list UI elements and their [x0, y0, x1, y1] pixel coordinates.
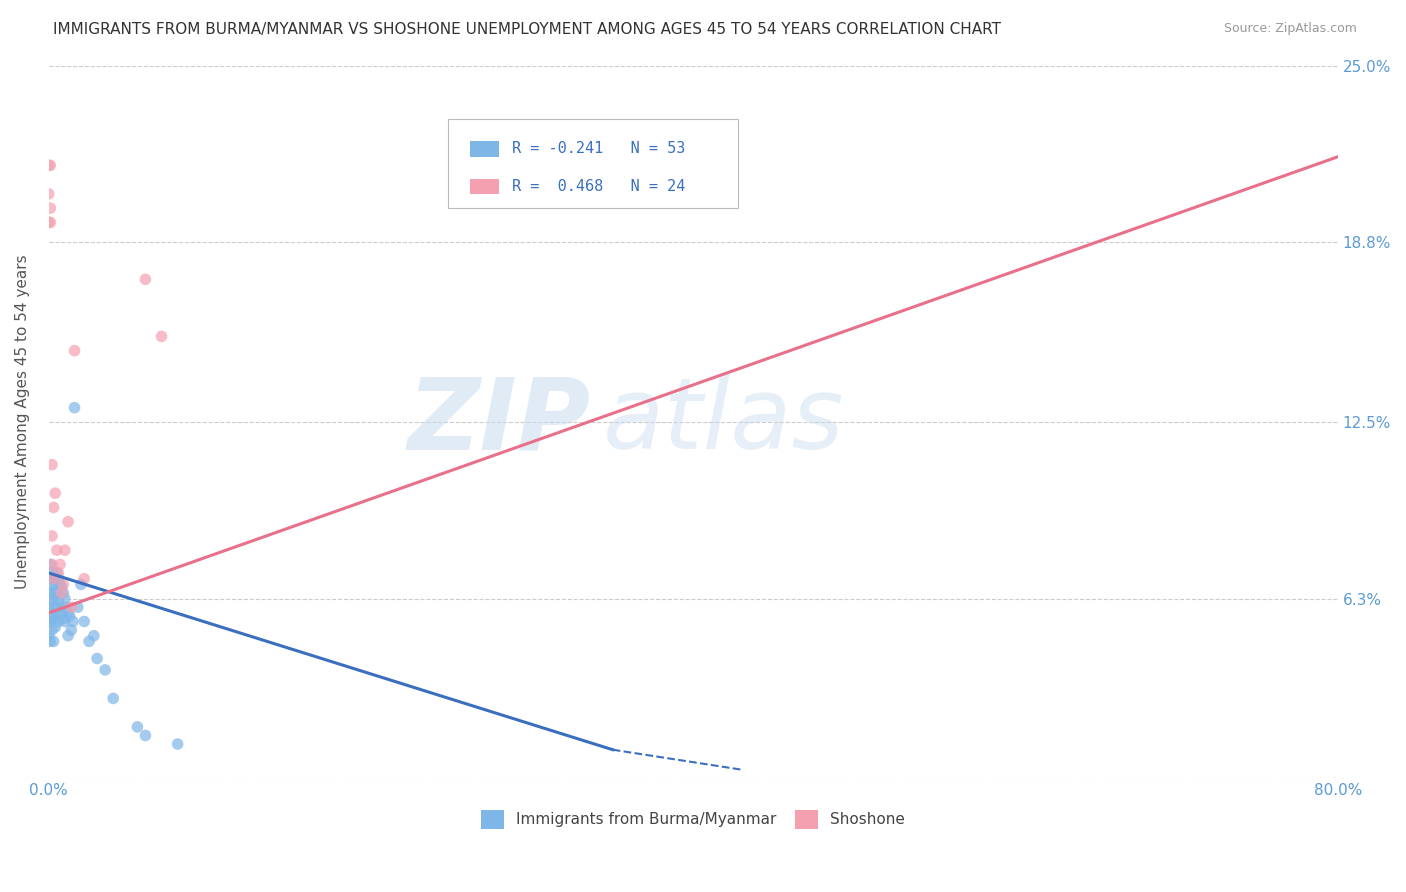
Point	[103, 691, 125, 706]
Point	[77, 634, 100, 648]
Point	[42, 572, 65, 586]
Point	[48, 572, 70, 586]
Point	[41, 623, 63, 637]
Point	[51, 580, 73, 594]
Point	[42, 634, 65, 648]
Point	[63, 343, 86, 358]
Point	[49, 577, 72, 591]
Point	[60, 600, 83, 615]
Point	[48, 566, 70, 580]
Point	[38, 586, 60, 600]
Point	[66, 600, 89, 615]
Point	[38, 615, 60, 629]
Point	[42, 500, 65, 515]
Point	[63, 401, 86, 415]
Point	[41, 458, 63, 472]
Point	[42, 611, 65, 625]
Point	[52, 586, 75, 600]
Point	[55, 600, 77, 615]
Point	[59, 608, 82, 623]
Point	[166, 737, 188, 751]
Text: R = -0.241   N = 53: R = -0.241 N = 53	[512, 141, 685, 156]
Point	[39, 215, 62, 229]
Point	[73, 572, 96, 586]
Point	[38, 158, 60, 172]
Point	[49, 558, 72, 572]
Point	[51, 586, 73, 600]
Point	[94, 663, 117, 677]
Point	[38, 629, 60, 643]
Point	[51, 606, 73, 620]
Point	[45, 543, 67, 558]
Point	[41, 606, 63, 620]
Point	[44, 600, 66, 615]
Point	[53, 591, 76, 606]
Point	[39, 201, 62, 215]
Point	[134, 729, 156, 743]
Point	[39, 634, 62, 648]
Point	[44, 620, 66, 634]
Point	[56, 629, 79, 643]
Point	[53, 543, 76, 558]
Point	[60, 623, 83, 637]
Point	[38, 600, 60, 615]
Y-axis label: Unemployment Among Ages 45 to 54 years: Unemployment Among Ages 45 to 54 years	[15, 254, 30, 590]
Point	[44, 577, 66, 591]
Point	[48, 615, 70, 629]
Point	[42, 572, 65, 586]
Text: atlas: atlas	[603, 374, 845, 470]
Point	[134, 272, 156, 286]
Point	[127, 720, 149, 734]
Point	[48, 594, 70, 608]
Point	[38, 215, 60, 229]
Point	[45, 566, 67, 580]
Point	[39, 158, 62, 172]
Point	[39, 594, 62, 608]
Point	[45, 586, 67, 600]
Point	[73, 615, 96, 629]
FancyBboxPatch shape	[470, 141, 499, 157]
Point	[62, 615, 84, 629]
Point	[39, 615, 62, 629]
Point	[150, 329, 173, 343]
Text: ZIP: ZIP	[408, 374, 591, 470]
Point	[38, 572, 60, 586]
Point	[53, 615, 76, 629]
Point	[86, 651, 108, 665]
Point	[49, 600, 72, 615]
Point	[41, 529, 63, 543]
FancyBboxPatch shape	[449, 119, 738, 208]
Point	[52, 611, 75, 625]
Point	[41, 586, 63, 600]
Point	[44, 486, 66, 500]
Text: Source: ZipAtlas.com: Source: ZipAtlas.com	[1223, 22, 1357, 36]
Point	[45, 608, 67, 623]
Text: IMMIGRANTS FROM BURMA/MYANMAR VS SHOSHONE UNEMPLOYMENT AMONG AGES 45 TO 54 YEARS: IMMIGRANTS FROM BURMA/MYANMAR VS SHOSHON…	[53, 22, 1001, 37]
Point	[41, 558, 63, 572]
Point	[38, 186, 60, 201]
Point	[83, 629, 105, 643]
Point	[52, 577, 75, 591]
Point	[41, 566, 63, 580]
Point	[56, 606, 79, 620]
Legend: Immigrants from Burma/Myanmar, Shoshone: Immigrants from Burma/Myanmar, Shoshone	[475, 804, 911, 835]
Point	[42, 591, 65, 606]
Point	[39, 577, 62, 591]
Point	[70, 577, 93, 591]
Text: R =  0.468   N = 24: R = 0.468 N = 24	[512, 179, 685, 194]
Point	[56, 515, 79, 529]
Point	[39, 558, 62, 572]
FancyBboxPatch shape	[470, 178, 499, 194]
